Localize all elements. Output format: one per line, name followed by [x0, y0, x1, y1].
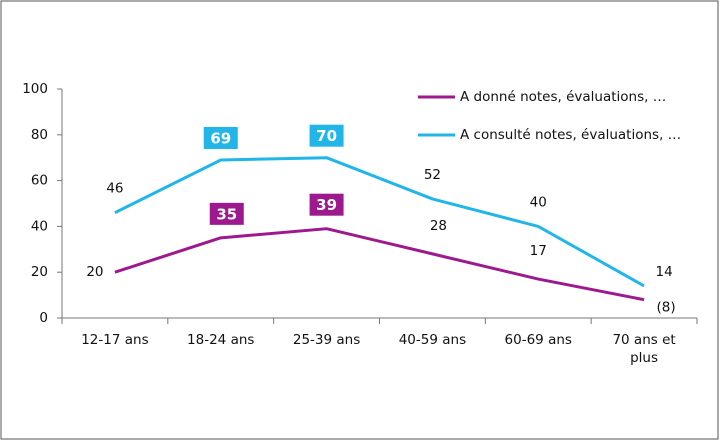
y-tick-label: 60 — [31, 173, 48, 189]
x-tick-label: 12-17 ans — [81, 332, 148, 348]
line — [114, 156, 645, 288]
data-label: 20 — [86, 264, 103, 280]
label-box — [203, 126, 238, 149]
y-tick-label: 20 — [31, 264, 48, 280]
data-label: 35 — [216, 205, 237, 223]
y-tick-label: 100 — [22, 81, 48, 97]
x-tick-label: 70 ans et plus — [612, 332, 675, 366]
data-label: 40 — [530, 194, 547, 210]
data-label: 28 — [430, 218, 447, 234]
x-tick-label: 60-69 ans — [505, 332, 572, 348]
x-tick-label: 25-39 ans — [293, 332, 360, 348]
data-label: (8) — [657, 300, 676, 316]
legend-label: A consulté notes, évaluations, … — [460, 127, 681, 143]
x-tick-label: 40-59 ans — [399, 332, 466, 348]
label-box — [309, 124, 344, 147]
data-label: 17 — [530, 243, 547, 259]
data-label: 14 — [655, 264, 672, 280]
y-tick-label: 40 — [31, 218, 48, 234]
label-box — [209, 202, 244, 225]
line — [114, 227, 645, 302]
x-tick-label: 18-24 ans — [187, 332, 254, 348]
y-tick-label: 80 — [31, 127, 48, 143]
data-label: 52 — [424, 167, 441, 183]
legend-label: A donné notes, évaluations, … — [460, 89, 666, 105]
data-label: 46 — [106, 181, 123, 197]
y-tick-label: 0 — [39, 310, 48, 326]
data-label: 39 — [316, 196, 337, 214]
label-box — [309, 193, 344, 216]
data-label: 70 — [316, 127, 337, 145]
data-label: 69 — [210, 129, 231, 147]
